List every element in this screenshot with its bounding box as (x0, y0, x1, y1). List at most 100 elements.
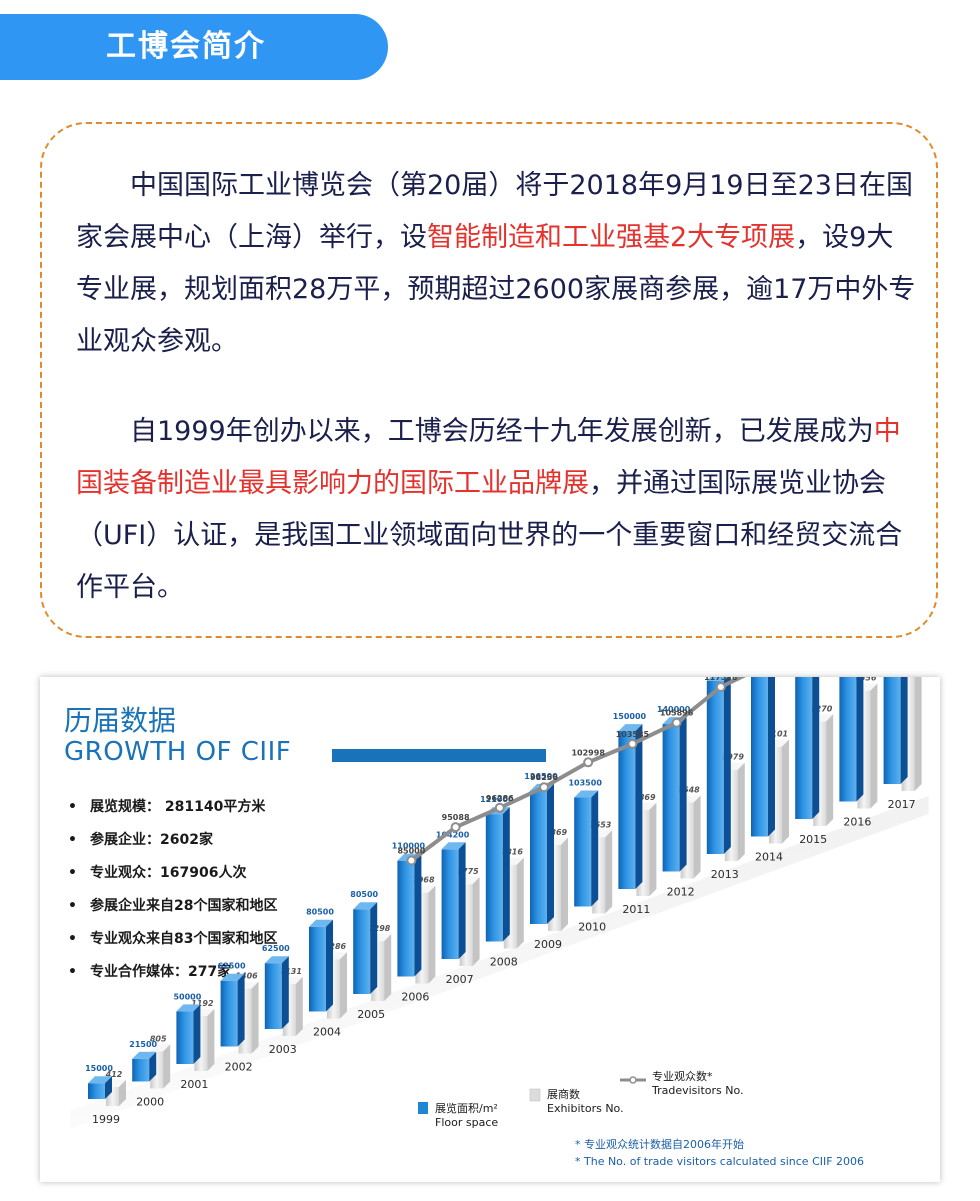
stat-item: 参展企业：2602家 (68, 824, 277, 857)
intro-paragraph-1: 中国国际工业博览会（第20届）将于2018年9月19日至23日在国家会展中心（上… (76, 160, 916, 368)
body-text: ，并通过国际展览业协会（UFI）认证，是我国工业领域面向世界的一个重要窗口和经贸… (76, 468, 903, 603)
highlight-text: 智能制造和工业强基2大专项展 (427, 222, 796, 253)
year-tick-label: 2011 (622, 903, 650, 916)
floor-space-bar (176, 1011, 194, 1064)
intro-paragraph-2: 自1999年创办以来，工博会历经十九年发展创新，已发展成为中国装备制造业最具影响… (76, 406, 916, 614)
exhibitors-value-label: 1979 (722, 753, 745, 762)
exhibitors-bar-side (516, 857, 524, 949)
floor-space-bar-side (768, 677, 775, 837)
floor-space-bar-side (635, 724, 643, 889)
exhibitors-value-label: 1775 (456, 867, 479, 876)
floor-space-bar-top (220, 973, 245, 981)
year-tick-label: 2008 (490, 956, 518, 969)
floor-space-bar (397, 860, 415, 977)
floor-space-bar-side (723, 677, 731, 854)
tradevisitors-value-label: 105896 (660, 709, 694, 718)
floor-space-value-label: 110000 (392, 842, 426, 851)
legend-floor-space-zh: 展览面积/m² (435, 1101, 498, 1115)
exhibitors-bar-side (428, 885, 436, 984)
floor-space-value-label: 80500 (350, 890, 378, 899)
exhibitors-bar-side (472, 877, 480, 966)
tradevisitors-value-label: 117528 (704, 677, 738, 682)
floor-space-bar (88, 1083, 105, 1099)
floor-space-value-label: 126500 (524, 772, 558, 781)
floor-space-bar-side (502, 807, 510, 942)
exhibitors-bar-side (605, 830, 613, 914)
floor-space-value-label: 15000 (85, 1064, 113, 1073)
floor-space-bar-top (132, 1051, 157, 1059)
tradevisitors-point (539, 782, 549, 793)
exhibitors-bar-side (119, 1079, 126, 1106)
exhibitors-bar-side (207, 1009, 215, 1071)
floor-space-value-label: 21500 (129, 1040, 157, 1049)
year-tick-label: 2013 (711, 868, 739, 881)
intro-box: 中国国际工业博览会（第20届）将于2018年9月19日至23日在国家会展中心（上… (40, 122, 938, 638)
chart-title-zh: 历届数据 (64, 704, 177, 737)
legend-exhibitors-zh: 展商数 (547, 1087, 580, 1101)
stat-item: 专业合作媒体：277家 (68, 956, 277, 989)
exhibitors-bar-side (251, 981, 259, 1054)
floor-space-bar (485, 814, 503, 942)
floor-space-bar-top (353, 902, 378, 910)
exhibitors-bar-side (163, 1044, 171, 1089)
stat-item: 展览规模： 281140平方米 (68, 791, 277, 824)
chart-card: 历届数据 GROWTH OF CIIF 展览规模： 281140平方米 参展企业… (40, 677, 940, 1182)
year-tick-label: 2004 (313, 1026, 341, 1039)
year-tick-label: 2012 (667, 886, 695, 899)
floor-space-bar-top (574, 790, 599, 798)
tradevisitors-point (715, 681, 726, 692)
floor-space-bar-top (88, 1076, 112, 1084)
floor-space-value-label: 150000 (613, 712, 647, 721)
floor-space-bar-side (326, 919, 333, 1012)
year-tick-label: 2017 (888, 798, 916, 811)
tradevisitors-value-label: 96286 (486, 794, 514, 803)
legend-floor-space-en: Floor space (435, 1116, 498, 1129)
exhibitors-bar-side (826, 714, 834, 826)
exhibitors-bar-top (150, 1044, 171, 1052)
legend-tradevisitors-marker (629, 1076, 637, 1084)
floor-space-bar (132, 1058, 150, 1082)
tradevisitors-point (627, 738, 638, 749)
year-tick-label: 2007 (446, 973, 474, 986)
floor-space-bar (662, 724, 680, 872)
stat-item: 参展企业来自28个国家和地区 (68, 890, 277, 923)
body-text: ，设9大专业展，规划面积28万平，预期超过2600家展商参展，逾17万中外专业观… (76, 222, 916, 357)
year-tick-label: 2010 (578, 921, 606, 934)
section-header: 工博会简介 (0, 14, 388, 80)
exhibitors-value-label: 1653 (589, 820, 612, 829)
tradevisitors-point (494, 802, 505, 813)
chart-floor (70, 796, 929, 1129)
floor-space-bar-side (856, 677, 864, 802)
legend-tradevisitors-en: Tradevisitors No. (651, 1084, 744, 1097)
floor-space-bar (353, 909, 371, 994)
exhibitors-value-label: 1406 (235, 972, 258, 981)
floor-space-value-label: 62500 (262, 944, 290, 953)
tradevisitors-point (406, 855, 417, 866)
tradevisitors-value-label: 103585 (616, 730, 650, 739)
tradevisitors-point (450, 822, 461, 833)
legend-tradevisitors-zh: 专业观众数* (652, 1069, 713, 1083)
year-tick-label: 2000 (136, 1096, 164, 1109)
year-tick-label: 2016 (843, 816, 871, 829)
floor-space-bar-side (547, 783, 554, 924)
floor-space-bar (264, 963, 282, 1029)
floor-space-bar-side (370, 902, 378, 994)
exhibitors-value-label: 1869 (545, 828, 568, 837)
floor-space-value-label: 104200 (436, 830, 470, 839)
exhibitors-bar-side (782, 739, 789, 844)
tradevisitors-value-label: 85000 (397, 847, 425, 856)
footnote-zh: * 专业观众统计数据自2006年开始 (575, 1137, 744, 1151)
chart-title-en: GROWTH OF CIIF (64, 737, 292, 767)
exhibitors-value-label: 412 (105, 1070, 123, 1079)
floor-space-value-label: 140000 (657, 705, 691, 714)
year-tick-label: 2001 (180, 1078, 208, 1091)
exhibitors-value-label: 2101 (766, 730, 788, 739)
year-tick-label: 2002 (225, 1061, 253, 1074)
exhibitors-bar-side (737, 762, 745, 861)
exhibitors-bar-side (295, 976, 303, 1036)
floor-space-bar (309, 926, 326, 1012)
floor-space-bar-side (149, 1051, 157, 1082)
exhibitors-bar-side (693, 795, 701, 879)
year-tick-label: 2006 (401, 991, 429, 1004)
